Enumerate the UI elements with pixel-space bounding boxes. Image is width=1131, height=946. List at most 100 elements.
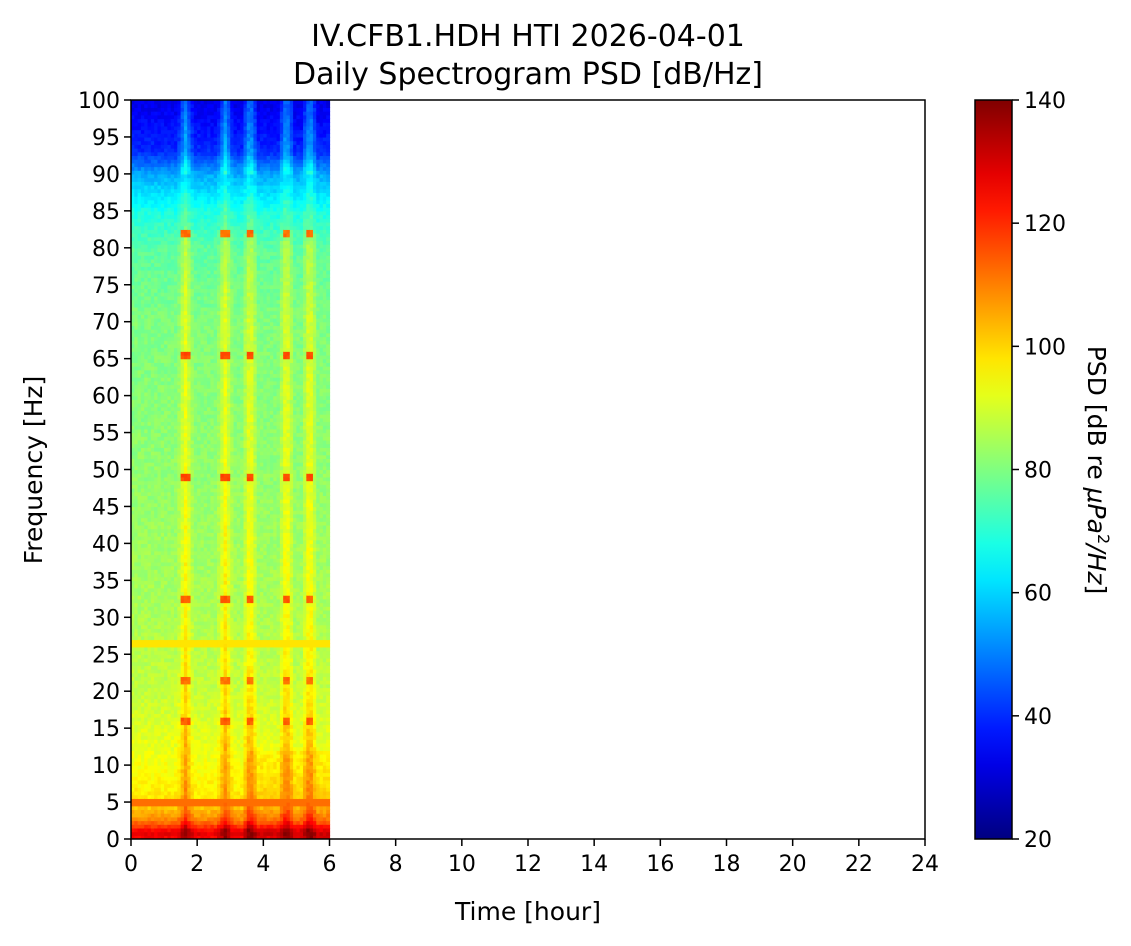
heatmap-cell — [190, 657, 195, 663]
heatmap-cell — [197, 835, 202, 839]
heatmap-cell — [137, 606, 142, 611]
heatmap-cell — [147, 602, 152, 607]
heatmap-cell — [147, 809, 152, 814]
heatmap-cell — [174, 643, 178, 648]
heatmap-cell — [187, 273, 192, 278]
heatmap-cell — [207, 536, 211, 541]
heatmap-cell — [200, 166, 205, 171]
heatmap-cell — [207, 469, 211, 474]
heatmap-cell — [177, 325, 182, 330]
heatmap-cell — [200, 362, 205, 367]
heatmap-cell — [187, 377, 192, 382]
heatmap-cell — [154, 103, 159, 108]
heatmap-cell — [160, 196, 165, 201]
heatmap-cell — [190, 391, 195, 397]
heatmap-cell — [160, 635, 165, 641]
heatmap-cell — [167, 539, 172, 544]
heatmap-cell — [177, 373, 182, 378]
heatmap-cell — [207, 805, 211, 811]
heatmap-cell — [190, 347, 195, 352]
heatmap-cell — [154, 702, 159, 707]
heatmap-cell — [207, 643, 211, 648]
heatmap-cell — [150, 402, 155, 408]
heatmap-cell — [193, 284, 198, 290]
heatmap-cell — [170, 207, 175, 212]
heatmap-cell — [160, 735, 165, 740]
heatmap-cell — [174, 776, 178, 781]
heatmap-cell — [150, 303, 155, 308]
heatmap-cell — [170, 414, 175, 419]
heatmap-cell — [131, 118, 135, 123]
heatmap-cell — [137, 506, 142, 511]
heatmap-cell — [187, 831, 192, 836]
heatmap-cell — [170, 362, 175, 367]
heatmap-cell — [144, 321, 149, 326]
heatmap-cell — [180, 543, 185, 548]
heatmap-cell — [150, 151, 155, 157]
heatmap-cell — [157, 543, 162, 548]
heatmap-cell — [200, 417, 205, 423]
heatmap-cell — [147, 587, 152, 593]
heatmap-cell — [154, 136, 159, 142]
heatmap-cell — [193, 713, 198, 718]
heatmap-cell — [180, 632, 185, 637]
heatmap-cell — [150, 439, 155, 445]
heatmap-cell — [131, 384, 135, 389]
heatmap-cell — [144, 136, 149, 142]
heatmap-cell — [174, 650, 178, 655]
heatmap-cell — [150, 731, 155, 737]
heatmap-cell — [174, 532, 178, 537]
heatmap-cell — [164, 391, 168, 397]
heatmap-cell — [131, 835, 135, 839]
heatmap-cell — [210, 506, 215, 511]
heatmap-cell — [147, 462, 152, 467]
heatmap-cell — [167, 665, 172, 670]
heatmap-cell — [187, 805, 192, 811]
heatmap-cell — [193, 358, 198, 363]
heatmap-cell — [180, 199, 185, 205]
heatmap-cell — [190, 199, 195, 205]
heatmap-cell — [167, 617, 172, 622]
heatmap-cell — [154, 439, 159, 445]
heatmap-cell — [207, 284, 211, 290]
heatmap-cell — [203, 233, 208, 238]
heatmap-cell — [210, 609, 215, 615]
heatmap-cell — [134, 513, 139, 519]
heatmap-cell — [197, 288, 202, 293]
heatmap-cell — [160, 192, 165, 197]
heatmap-cell — [183, 543, 188, 548]
heatmap-cell — [134, 550, 139, 556]
heatmap-cell — [134, 672, 139, 678]
heatmap-cell — [140, 528, 145, 533]
heatmap-cell — [197, 465, 202, 471]
heatmap-cell — [150, 465, 155, 471]
heatmap-cell — [170, 281, 175, 286]
heatmap-cell — [137, 118, 142, 123]
heatmap-cell — [140, 288, 145, 293]
heatmap-cell — [193, 750, 198, 755]
heatmap-cell — [137, 731, 142, 737]
heatmap-cell — [210, 148, 215, 153]
heatmap-cell — [150, 739, 155, 744]
heatmap-cell — [134, 406, 139, 411]
heatmap-cell — [180, 528, 185, 533]
heatmap-cell — [180, 399, 185, 404]
heatmap-cell — [147, 151, 152, 157]
heatmap-cell — [167, 572, 172, 578]
heatmap-cell — [154, 584, 159, 589]
heatmap-cell — [180, 813, 185, 818]
heatmap-cell — [131, 621, 135, 626]
heatmap-cell — [190, 561, 195, 567]
heatmap-cell — [207, 768, 211, 774]
heatmap-cell — [210, 136, 215, 142]
heatmap-cell — [177, 306, 182, 312]
heatmap-cell — [134, 528, 139, 533]
heatmap-cell — [167, 813, 172, 818]
heatmap-cell — [144, 162, 149, 168]
heatmap-cell — [187, 672, 192, 678]
heatmap-cell — [144, 680, 149, 685]
heatmap-cell — [193, 336, 198, 341]
heatmap-cell — [157, 609, 162, 615]
heatmap-cell — [200, 406, 205, 411]
heatmap-cell — [174, 572, 178, 578]
